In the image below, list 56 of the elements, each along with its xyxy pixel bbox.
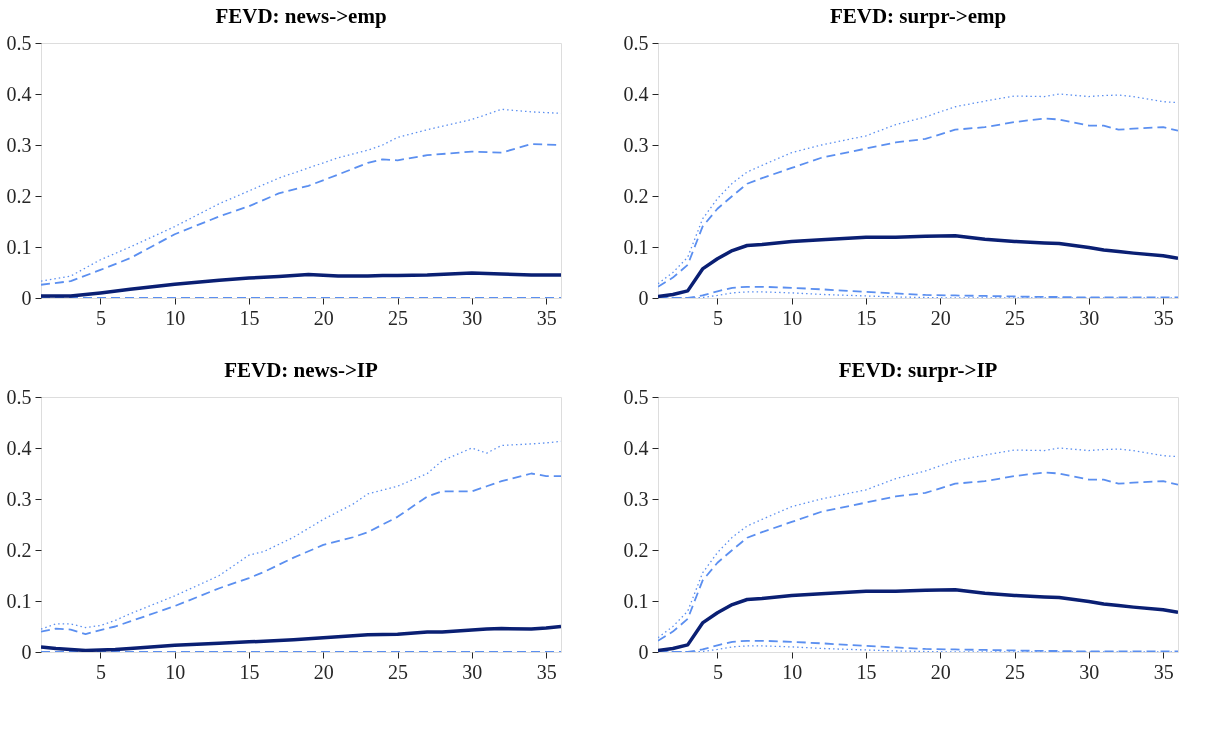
y-tick-label: 0.4 [623,82,649,105]
y-tick-label: 0.5 [6,31,32,54]
y-tick-label: 0.3 [623,487,649,510]
y-tick-label: 0.1 [623,589,649,612]
x-tick-label: 5 [95,306,106,329]
x-tick-label: 20 [930,306,951,329]
y-tick-label: 0 [21,286,32,309]
chart-title: FEVD: news->emp [215,4,387,28]
x-tick-label: 10 [165,306,186,329]
x-tick-label: 30 [462,660,483,683]
y-tick-label: 0.1 [6,589,32,612]
x-tick-label: 35 [536,306,557,329]
y-tick-label: 0.1 [623,235,649,258]
y-tick-label: 0.3 [6,487,32,510]
y-tick-label: 0 [638,640,649,663]
x-tick-label: 35 [536,660,557,683]
x-tick-label: 25 [388,306,409,329]
x-tick-label: 30 [1079,660,1100,683]
x-tick-label: 10 [165,660,186,683]
y-tick-label: 0.2 [623,184,649,207]
x-tick-label: 25 [1005,660,1026,683]
y-tick-label: 0.2 [6,538,32,561]
x-tick-label: 20 [313,660,334,683]
x-tick-label: 10 [782,306,803,329]
x-tick-label: 5 [712,660,723,683]
x-tick-label: 30 [1079,306,1100,329]
y-tick-label: 0.3 [6,133,32,156]
x-tick-label: 15 [239,660,260,683]
x-tick-label: 10 [782,660,803,683]
chart-title: FEVD: news->IP [224,358,379,382]
x-tick-label: 15 [856,306,877,329]
y-tick-label: 0.1 [6,235,32,258]
x-tick-label: 15 [239,306,260,329]
x-tick-label: 25 [1005,306,1026,329]
x-tick-label: 35 [1153,306,1174,329]
y-tick-label: 0.5 [623,31,649,54]
x-tick-label: 15 [856,660,877,683]
x-tick-label: 5 [712,306,723,329]
y-tick-label: 0 [21,640,32,663]
y-tick-label: 0.2 [623,538,649,561]
x-tick-label: 5 [95,660,106,683]
y-tick-label: 0.5 [623,385,649,408]
x-tick-label: 25 [388,660,409,683]
y-tick-label: 0 [638,286,649,309]
x-tick-label: 20 [313,306,334,329]
x-tick-label: 30 [462,306,483,329]
x-tick-label: 35 [1153,660,1174,683]
y-tick-label: 0.5 [6,385,32,408]
chart-title: FEVD: surpr->emp [829,4,1007,28]
chart-title: FEVD: surpr->IP [838,358,998,382]
y-tick-label: 0.4 [6,436,32,459]
x-tick-label: 20 [930,660,951,683]
y-tick-label: 0.3 [623,133,649,156]
y-tick-label: 0.4 [623,436,649,459]
y-tick-label: 0.4 [6,82,32,105]
y-tick-label: 0.2 [6,184,32,207]
